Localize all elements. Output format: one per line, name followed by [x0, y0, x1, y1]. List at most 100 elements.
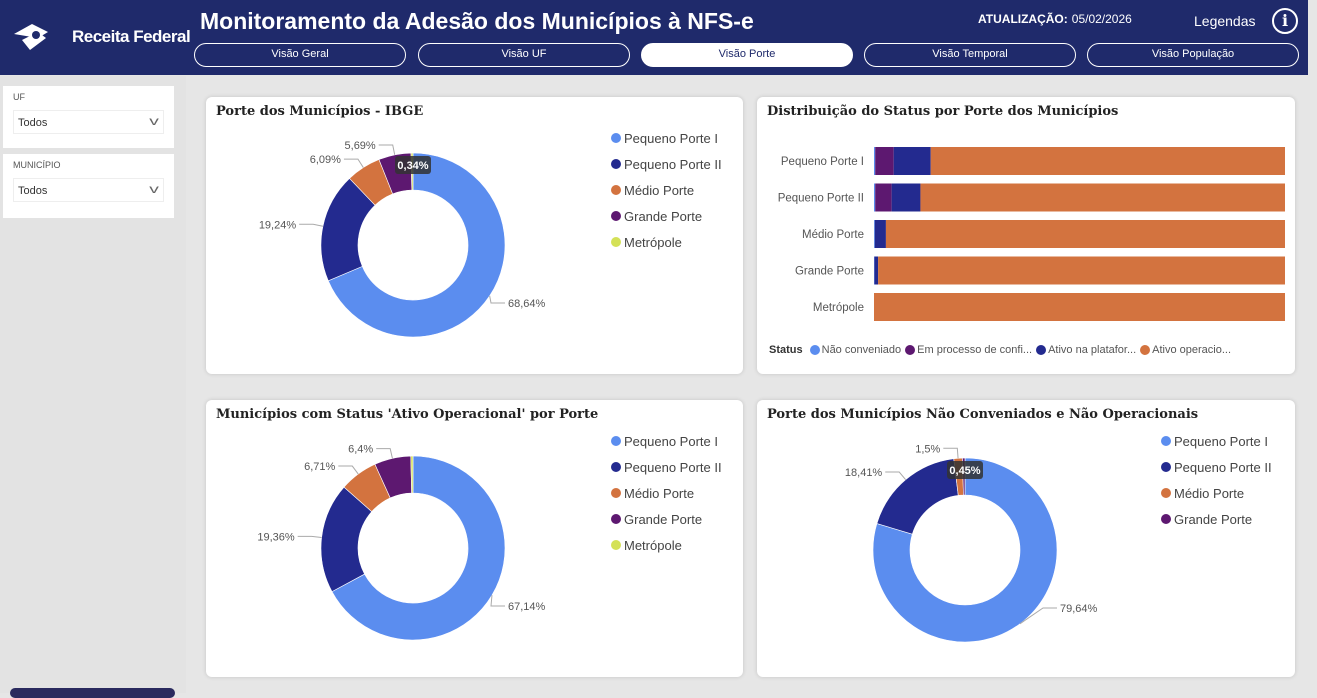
legend-item-grande-porte[interactable]: Grande Porte	[611, 506, 722, 532]
chart-legend: Pequeno Porte I Pequeno Porte II Médio Por…	[611, 428, 722, 558]
info-icon[interactable]: i	[1272, 8, 1298, 34]
bar-ativo-na-platafor[interactable]	[892, 184, 921, 212]
legend-item-pequeno-porte-ii[interactable]: Pequeno Porte II	[1161, 454, 1272, 480]
chart-legend: Pequeno Porte I Pequeno Porte II Médio Por…	[611, 125, 722, 255]
legend-label: Ativo na platafor...	[1048, 344, 1136, 356]
data-label: 67,14%	[508, 601, 546, 613]
bar-ativo-operacio[interactable]	[931, 147, 1285, 175]
legend-item-grande-porte[interactable]: Grande Porte	[1161, 506, 1272, 532]
legend-label: Ativo operacio...	[1152, 344, 1231, 356]
tab-visao-populacao[interactable]: Visão População	[1087, 43, 1299, 67]
bar-ativo-operacio[interactable]	[878, 257, 1285, 285]
leader-line	[885, 472, 905, 480]
tab-visao-porte[interactable]: Visão Porte	[641, 43, 853, 67]
bottom-button[interactable]	[10, 688, 175, 698]
legend-dot-icon	[1161, 488, 1171, 498]
nao-conveniados-card: Porte dos Municípios Não Conveniados e N…	[757, 400, 1295, 677]
header-bar: Receita Federal Monitoramento da Adesão …	[0, 0, 1308, 75]
data-label: 19,36%	[257, 531, 295, 543]
ativo-operacional-card: Municípios com Status 'Ativo Operacional…	[206, 400, 743, 677]
bar-ativo-operacio[interactable]	[886, 220, 1285, 248]
legend-dot-icon	[611, 237, 621, 247]
bar-nao-conveniado[interactable]	[874, 147, 875, 175]
leader-line	[344, 159, 363, 167]
tab-visao-uf[interactable]: Visão UF	[418, 43, 630, 67]
logo-text: Receita Federal	[72, 27, 190, 47]
legend-dot-icon	[611, 540, 621, 550]
legend-dot-icon	[1161, 462, 1171, 472]
legend-dot-icon	[905, 345, 915, 355]
legend-item-medio-porte[interactable]: Médio Porte	[1161, 480, 1272, 506]
legend-label: Pequeno Porte I	[624, 131, 718, 146]
legend-dot-icon	[611, 436, 621, 446]
legend-dot-icon	[1161, 436, 1171, 446]
receita-federal-logo: Receita Federal	[12, 22, 190, 52]
data-label: 1,5%	[915, 443, 940, 455]
legend-dot-icon	[611, 462, 621, 472]
legend-label: Grande Porte	[624, 209, 702, 224]
legend-title: Status	[769, 344, 803, 356]
slice-tooltip: 0,34%	[395, 156, 431, 174]
update-label: ATUALIZAÇÃO:	[978, 12, 1068, 26]
bar-ativo-na-platafor[interactable]	[894, 147, 931, 175]
bar-em-processo-de-confi[interactable]	[875, 184, 891, 212]
leader-line	[299, 224, 323, 226]
slice-pequeno-porte-ii[interactable]	[877, 459, 958, 535]
category-label: Pequeno Porte II	[778, 193, 864, 205]
data-label: 19,24%	[259, 219, 297, 231]
legend-item-medio-porte[interactable]: Médio Porte	[611, 480, 722, 506]
legend-label: Não conveniado	[822, 344, 902, 356]
legend-item-ativo-operacio[interactable]: Ativo operacio...	[1140, 344, 1231, 356]
legend-item-medio-porte[interactable]: Médio Porte	[611, 177, 722, 203]
update-info: ATUALIZAÇÃO:05/02/2026	[978, 12, 1132, 26]
leader-line	[376, 449, 392, 459]
bar-ativo-operacio[interactable]	[920, 184, 1285, 212]
bar-nao-conveniado[interactable]	[874, 220, 875, 248]
bar-ativo-na-platafor[interactable]	[875, 220, 886, 248]
legend-item-pequeno-porte-i[interactable]: Pequeno Porte I	[611, 125, 722, 151]
page-title: Monitoramento da Adesão dos Municípios à…	[200, 8, 754, 35]
legend-dot-icon	[810, 345, 820, 355]
legend-item-ativo-na-platafor[interactable]: Ativo na platafor...	[1036, 344, 1136, 356]
legend-label: Médio Porte	[624, 486, 694, 501]
legend-label: Pequeno Porte II	[624, 157, 722, 172]
legend-dot-icon	[611, 514, 621, 524]
bar-nao-conveniado[interactable]	[874, 184, 875, 212]
chevron-down-icon: v	[149, 182, 159, 196]
legend-item-metropole[interactable]: Metrópole	[611, 532, 722, 558]
legend-item-nao-conveniado[interactable]: Não conveniado	[810, 344, 902, 356]
leader-line	[491, 595, 505, 606]
legend-label: Pequeno Porte I	[624, 434, 718, 449]
bar-em-processo-de-confi[interactable]	[875, 147, 893, 175]
category-label: Pequeno Porte I	[781, 156, 864, 168]
legend-label: Médio Porte	[1174, 486, 1244, 501]
legend-dot-icon	[611, 488, 621, 498]
legend-item-pequeno-porte-ii[interactable]: Pequeno Porte II	[611, 151, 722, 177]
legend-item-pequeno-porte-i[interactable]: Pequeno Porte I	[611, 428, 722, 454]
tab-visao-geral[interactable]: Visão Geral	[194, 43, 406, 67]
category-label: Grande Porte	[795, 266, 864, 278]
data-label: 6,71%	[304, 461, 335, 473]
legend-dot-icon	[611, 159, 621, 169]
bar-ativo-operacio[interactable]	[874, 293, 1285, 321]
category-label: Metrópole	[813, 302, 864, 314]
leader-line	[338, 466, 358, 474]
data-label: 0,34%	[397, 160, 428, 172]
legend-label: Grande Porte	[1174, 512, 1252, 527]
uf-dropdown[interactable]: Todos v	[13, 110, 164, 134]
leader-line	[379, 145, 395, 155]
tab-visao-temporal[interactable]: Visão Temporal	[864, 43, 1076, 67]
legend-item-metropole[interactable]: Metrópole	[611, 229, 722, 255]
legend-item-em-processo-de-confi[interactable]: Em processo de confi...	[905, 344, 1032, 356]
status-por-porte-card: Distribuição do Status por Porte dos Mun…	[757, 97, 1295, 374]
legend-item-pequeno-porte-ii[interactable]: Pequeno Porte II	[611, 454, 722, 480]
bar-ativo-na-platafor[interactable]	[874, 257, 878, 285]
slice-tooltip: 0,45%	[947, 461, 983, 479]
chevron-down-icon: v	[149, 114, 159, 128]
uf-dropdown-value: Todos	[18, 117, 47, 129]
legend-item-pequeno-porte-i[interactable]: Pequeno Porte I	[1161, 428, 1272, 454]
legend-link[interactable]: Legendas	[1194, 13, 1256, 29]
legend-item-grande-porte[interactable]: Grande Porte	[611, 203, 722, 229]
